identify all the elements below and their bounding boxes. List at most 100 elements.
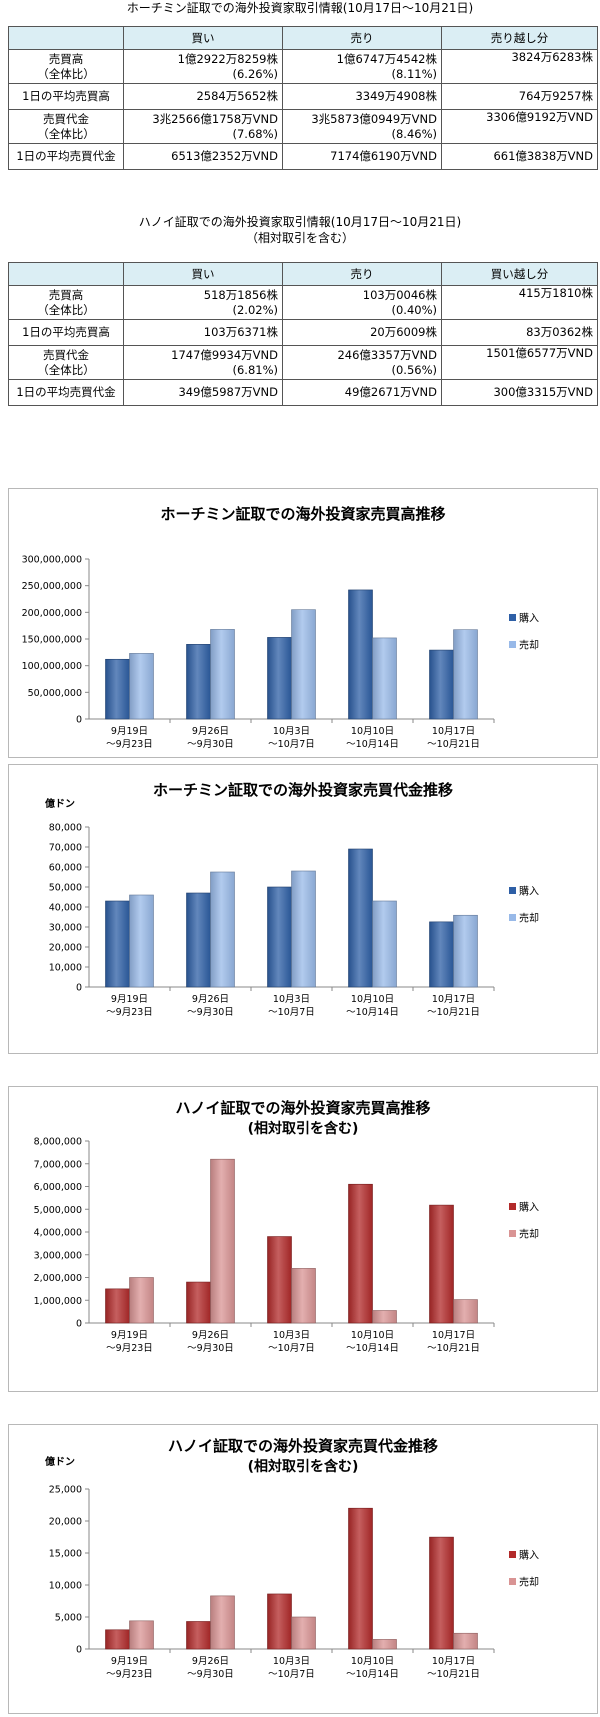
x-tick-label: 10月17日 bbox=[432, 1330, 475, 1341]
row-label-sub: （全体比） bbox=[37, 66, 95, 81]
table-header-cell: 売り bbox=[282, 26, 442, 50]
sell-cell: 49億2671万VND bbox=[282, 379, 442, 406]
x-tick-label: 9月19日 bbox=[111, 994, 148, 1005]
row-label-main: 売買高 bbox=[48, 51, 84, 66]
legend-swatch bbox=[509, 1230, 516, 1237]
buy-cell: 2584万5652株 bbox=[123, 83, 283, 110]
y-tick-label: 0 bbox=[76, 1645, 82, 1656]
legend-label: 購入 bbox=[519, 885, 539, 898]
row-label-sub: （全体比） bbox=[37, 302, 95, 317]
y-unit-label: 億ドン bbox=[45, 1455, 75, 1468]
buy-cell: 518万1856株 (2.02%) bbox=[123, 285, 283, 320]
row-label: 売買代金 （全体比） bbox=[8, 345, 124, 380]
bar bbox=[105, 1629, 130, 1650]
row-label-main: 売買代金 bbox=[43, 111, 89, 126]
bar bbox=[210, 629, 235, 720]
net-cell: 3824万6283株 bbox=[441, 49, 598, 84]
buy-share: (6.81%) bbox=[232, 362, 278, 377]
table-row: 売買代金 （全体比） 3兆2566億1758万VND (7.68%) 3兆5873億… bbox=[8, 109, 598, 144]
y-tick-label: 5,000,000 bbox=[34, 1205, 82, 1216]
x-tick-label: 9月19日 bbox=[111, 1330, 148, 1341]
sell-value: 3兆5873億0949万VND bbox=[311, 111, 437, 126]
net-cell: 764万9257株 bbox=[441, 83, 598, 110]
bar bbox=[267, 637, 292, 720]
table-row: 売買高 （全体比） 518万1856株 (2.02%) 103万0046株 (0.40… bbox=[8, 285, 598, 320]
chart-title: ホーチミン証取での海外投資家売買代金推移 bbox=[153, 781, 453, 799]
bar bbox=[105, 1288, 130, 1324]
table-row: 1日の平均売買代金 349億5987万VND 49億2671万VND 300億3… bbox=[8, 379, 598, 406]
x-tick-label: 10月3日 bbox=[273, 1330, 310, 1341]
legend-swatch bbox=[509, 887, 516, 894]
bar bbox=[429, 649, 454, 720]
bar bbox=[291, 1616, 316, 1650]
table-header-cell: 売り越し分 bbox=[441, 26, 598, 50]
bar bbox=[129, 894, 154, 988]
y-tick-label: 15,000 bbox=[49, 1549, 82, 1560]
bar bbox=[453, 914, 478, 988]
buy-cell: 103万6371株 bbox=[123, 319, 283, 346]
sell-cell: 3349万4908株 bbox=[282, 83, 442, 110]
hn-table-caption-sub: （相対取引を含む） bbox=[245, 231, 354, 245]
buy-cell: 1億2922万8259株 (6.26%) bbox=[123, 49, 283, 84]
bar bbox=[267, 1236, 292, 1324]
buy-value: 518万1856株 bbox=[203, 287, 278, 302]
x-tick-label: 〜10月21日 bbox=[427, 1343, 480, 1354]
chart-title: ハノイ証取での海外投資家売買高推移 bbox=[175, 1099, 430, 1117]
y-tick-label: 6,000,000 bbox=[34, 1182, 82, 1193]
y-tick-label: 25,000 bbox=[49, 1485, 82, 1496]
buy-cell: 6513億2352万VND bbox=[123, 143, 283, 170]
x-tick-label: 10月10日 bbox=[351, 1656, 394, 1667]
x-tick-label: 10月10日 bbox=[351, 994, 394, 1005]
bar bbox=[372, 1639, 397, 1650]
legend-swatch bbox=[509, 1203, 516, 1210]
x-tick-label: 〜9月30日 bbox=[187, 1669, 234, 1680]
net-cell: 661億3838万VND bbox=[441, 143, 598, 170]
bar bbox=[105, 900, 130, 988]
legend-label: 購入 bbox=[519, 612, 539, 625]
bar bbox=[129, 1277, 154, 1324]
y-tick-label: 0 bbox=[76, 1319, 82, 1330]
y-unit-label: 億ドン bbox=[45, 797, 75, 810]
x-tick-label: 〜9月23日 bbox=[106, 1343, 153, 1354]
y-tick-label: 7,000,000 bbox=[34, 1159, 82, 1170]
legend-swatch bbox=[509, 1578, 516, 1585]
x-tick-label: 〜10月14日 bbox=[346, 739, 399, 750]
bar bbox=[429, 921, 454, 988]
row-label: 売買高 （全体比） bbox=[8, 49, 124, 84]
x-tick-label: 〜10月14日 bbox=[346, 1007, 399, 1018]
buy-share: (7.68%) bbox=[232, 126, 278, 141]
x-tick-label: 〜10月7日 bbox=[268, 1007, 315, 1018]
table-header-cell: 売り bbox=[282, 262, 442, 286]
bar bbox=[291, 609, 316, 720]
table-header-cell: 買い bbox=[123, 26, 283, 50]
x-tick-label: 〜10月21日 bbox=[427, 1669, 480, 1680]
bar bbox=[210, 1158, 235, 1324]
hn-trading-table: 買い 売り 買い越し分 売買高 （全体比） 518万1856株 (2.02%) 10… bbox=[8, 262, 598, 406]
bar bbox=[372, 1310, 397, 1324]
y-tick-label: 20,000 bbox=[49, 1517, 82, 1528]
bar bbox=[267, 1593, 292, 1650]
bar bbox=[186, 1281, 211, 1324]
y-tick-label: 20,000 bbox=[49, 943, 82, 954]
x-tick-label: 10月3日 bbox=[273, 1656, 310, 1667]
chart-title: ホーチミン証取での海外投資家売買高推移 bbox=[160, 505, 445, 523]
x-tick-label: 〜10月7日 bbox=[268, 1343, 315, 1354]
y-tick-label: 8,000,000 bbox=[34, 1137, 82, 1148]
x-tick-label: 〜10月14日 bbox=[346, 1669, 399, 1680]
x-tick-label: 〜10月7日 bbox=[268, 739, 315, 750]
y-tick-label: 0 bbox=[76, 715, 82, 726]
y-tick-label: 50,000,000 bbox=[28, 688, 82, 699]
x-tick-label: 〜9月23日 bbox=[106, 1669, 153, 1680]
net-cell: 83万0362株 bbox=[441, 319, 598, 346]
x-tick-label: 9月26日 bbox=[192, 994, 229, 1005]
row-label-main: 売買高 bbox=[48, 287, 84, 302]
bar bbox=[429, 1204, 454, 1324]
hn-table-caption: ハノイ証取での海外投資家取引情報(10月17日〜10月21日) bbox=[138, 215, 462, 229]
x-tick-label: 〜10月21日 bbox=[427, 739, 480, 750]
y-tick-label: 150,000,000 bbox=[22, 635, 82, 646]
sell-share: (0.40%) bbox=[391, 302, 437, 317]
bar bbox=[105, 658, 130, 720]
y-tick-label: 200,000,000 bbox=[22, 608, 82, 619]
table-row: 1日の平均売買高 103万6371株 20万6009株 83万0362株 bbox=[8, 319, 598, 346]
row-label: 1日の平均売買高 bbox=[8, 83, 124, 110]
